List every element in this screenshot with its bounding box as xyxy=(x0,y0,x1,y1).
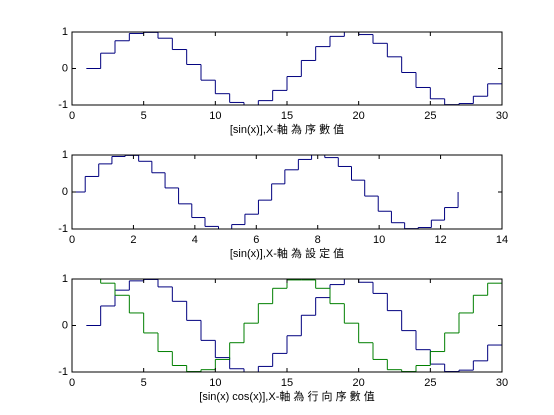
x-axis-label: [sin(x) cos(x)],X-軸 為 行 向 序 數 值 xyxy=(199,389,374,403)
x-tick-label: 20 xyxy=(353,377,365,389)
x-tick-label: 0 xyxy=(69,377,75,389)
y-tick-label: 1 xyxy=(62,26,68,38)
x-tick-label: 20 xyxy=(353,110,365,122)
x-tick-label: 14 xyxy=(496,234,508,246)
y-tick-label: -1 xyxy=(58,223,68,235)
x-axis-label: [sin(x)],X-軸 為 序 數 值 xyxy=(230,122,344,136)
x-tick-label: 8 xyxy=(315,234,321,246)
axes-background xyxy=(72,32,502,105)
x-tick-label: 12 xyxy=(434,234,446,246)
x-tick-label: 4 xyxy=(192,234,198,246)
axes-background xyxy=(72,155,502,229)
y-tick-label: 1 xyxy=(62,149,68,161)
x-tick-label: 5 xyxy=(141,110,147,122)
x-axis-label: [sin(x)],X-軸 為 設 定 值 xyxy=(230,246,344,260)
x-tick-label: 10 xyxy=(373,234,385,246)
x-tick-label: 15 xyxy=(281,110,293,122)
y-tick-label: 1 xyxy=(62,273,68,285)
y-tick-label: 0 xyxy=(62,319,68,331)
x-tick-label: 15 xyxy=(281,377,293,389)
y-tick-label: 0 xyxy=(62,186,68,198)
x-tick-label: 10 xyxy=(209,110,221,122)
y-tick-label: -1 xyxy=(58,99,68,111)
x-tick-label: 0 xyxy=(69,110,75,122)
x-tick-label: 30 xyxy=(496,110,508,122)
x-tick-label: 5 xyxy=(141,377,147,389)
x-tick-label: 25 xyxy=(424,110,436,122)
x-tick-label: 6 xyxy=(253,234,259,246)
x-tick-label: 10 xyxy=(209,377,221,389)
x-tick-label: 2 xyxy=(130,234,136,246)
x-tick-label: 0 xyxy=(69,234,75,246)
x-tick-label: 30 xyxy=(496,377,508,389)
y-tick-label: 0 xyxy=(62,62,68,74)
y-tick-label: -1 xyxy=(58,366,68,378)
axes-background xyxy=(72,279,502,372)
x-tick-label: 25 xyxy=(424,377,436,389)
